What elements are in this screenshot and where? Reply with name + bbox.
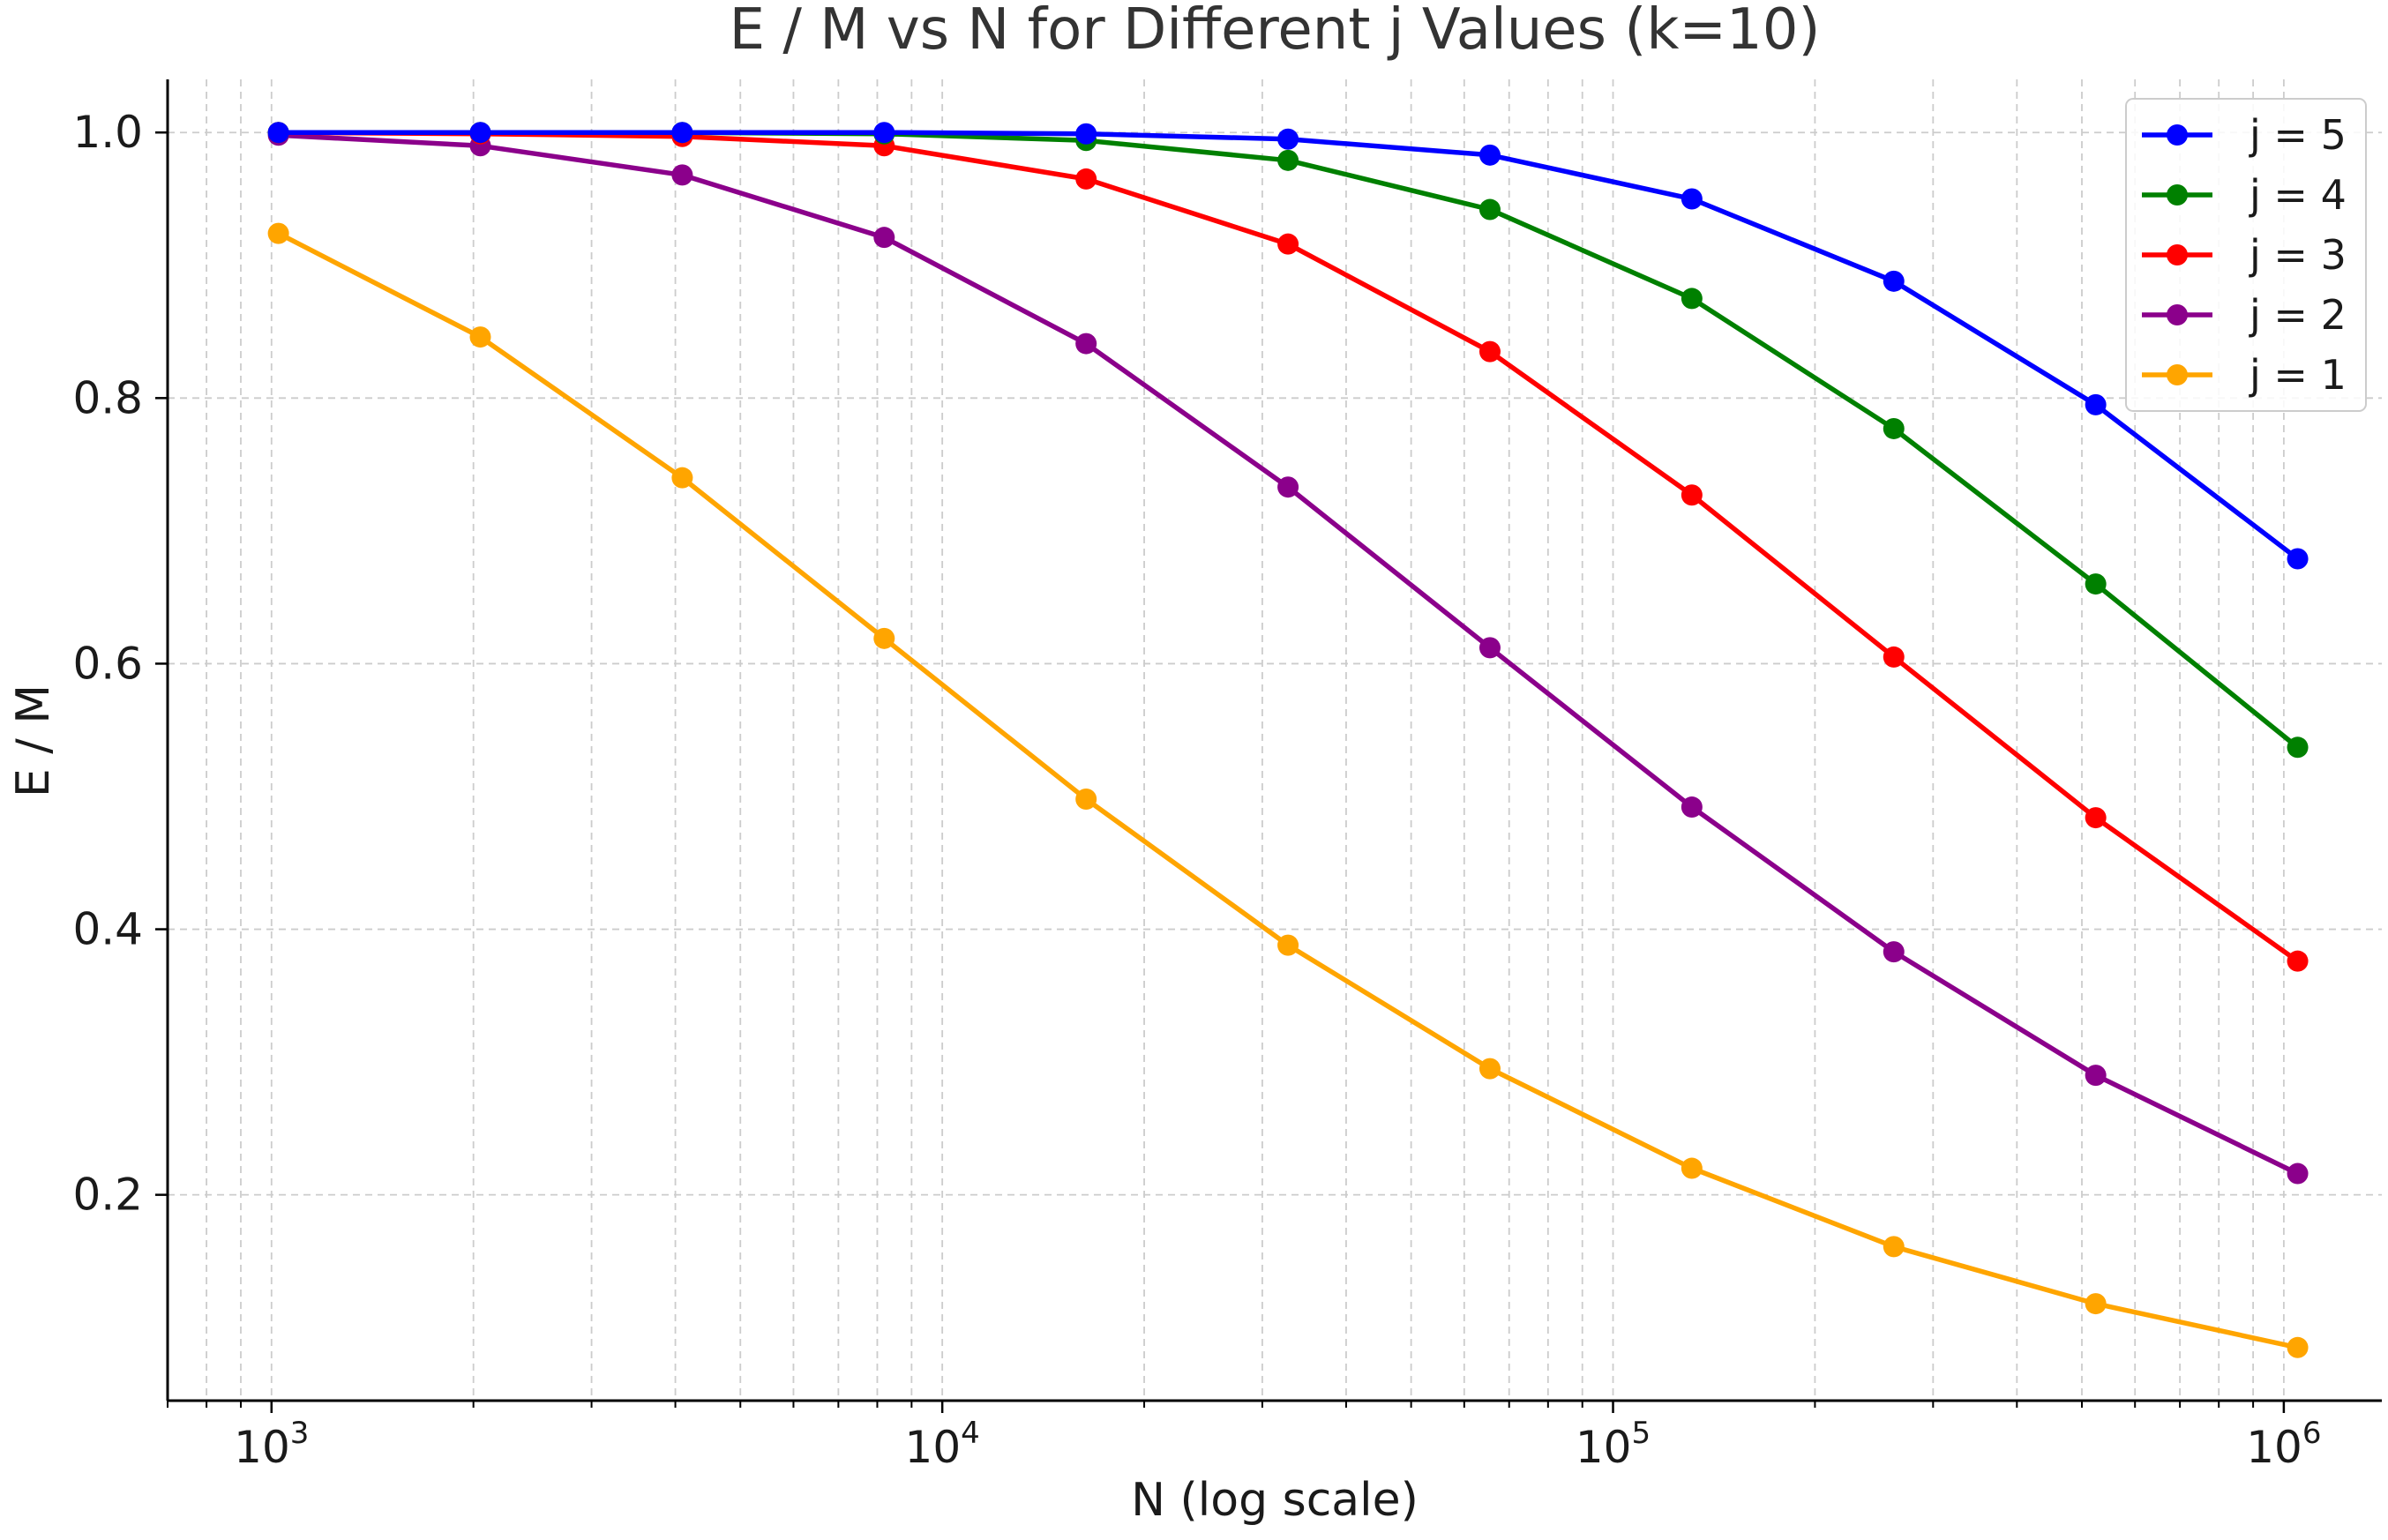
legend-swatch-marker — [2167, 364, 2188, 385]
data-point — [1478, 144, 1501, 166]
legend-label: j = 2 — [2249, 291, 2347, 339]
data-point — [2085, 807, 2107, 829]
series-line — [277, 231, 2299, 1350]
data-point — [1681, 796, 1703, 819]
data-point — [267, 122, 289, 144]
data-point — [671, 164, 693, 186]
series-line — [278, 132, 2299, 1177]
axes: 103 104 105 106 0.2 0.4 0.6 0.8 1.0 — [72, 79, 2382, 1473]
y-tick-label: 0.6 — [72, 638, 143, 689]
data-point — [1075, 123, 1097, 145]
data-point — [1277, 149, 1299, 171]
y-tick-label: 0.2 — [72, 1170, 143, 1221]
legend-swatch-marker — [2167, 184, 2188, 206]
data-point — [2287, 950, 2309, 972]
data-point — [1681, 288, 1703, 310]
data-point — [2085, 1065, 2107, 1087]
data-point — [2287, 1162, 2309, 1185]
data-point — [1883, 646, 1905, 668]
y-tick-label: 1.0 — [72, 107, 143, 158]
data-point — [469, 326, 491, 348]
data-point — [1075, 788, 1097, 810]
x-tick-label: 104 — [905, 1416, 980, 1473]
grid-lines — [167, 79, 2382, 1401]
series-line — [278, 130, 2300, 750]
y-tick-label: 0.4 — [72, 904, 143, 955]
legend-item: j = 5 — [2142, 111, 2347, 159]
data-point — [2287, 548, 2309, 570]
data-point — [1478, 1058, 1501, 1080]
data-point — [1883, 417, 1905, 439]
series-line — [278, 130, 2300, 963]
x-tick-label: 106 — [2246, 1416, 2321, 1473]
data-point — [1883, 941, 1905, 963]
x-tick-label: 103 — [234, 1416, 309, 1473]
legend-item: j = 2 — [2142, 291, 2347, 339]
data-point — [671, 122, 693, 144]
y-axis-label: E / M — [7, 684, 60, 797]
data-point — [2085, 393, 2107, 415]
data-point — [1883, 1236, 1905, 1258]
data-point — [873, 227, 895, 249]
series-j=3 — [267, 122, 2309, 972]
data-point — [671, 467, 693, 489]
data-point — [2085, 573, 2107, 595]
series-j=1 — [267, 222, 2309, 1358]
data-point — [1478, 340, 1501, 363]
series-j=2 — [267, 124, 2309, 1185]
data-point — [1478, 198, 1501, 221]
data-point — [1277, 476, 1299, 498]
legend-swatch-marker — [2167, 304, 2188, 325]
x-tick-label: 105 — [1576, 1416, 1651, 1473]
data-point — [1075, 168, 1097, 190]
data-point — [267, 222, 289, 244]
data-point — [873, 627, 895, 649]
x-axis-label: N (log scale) — [1131, 1474, 1419, 1527]
data-point — [1277, 934, 1299, 956]
legend-label: j = 5 — [2249, 111, 2347, 159]
legend-label: j = 4 — [2249, 171, 2347, 219]
series-j=5 — [267, 122, 2309, 570]
data-point — [2085, 1293, 2107, 1315]
data-point — [1075, 333, 1097, 355]
legend-item: j = 4 — [2142, 171, 2347, 219]
data-point — [2287, 736, 2309, 759]
data-point — [1681, 188, 1703, 210]
data-point — [1277, 128, 1299, 150]
legend-label: j = 3 — [2249, 231, 2347, 279]
legend-item: j = 3 — [2142, 231, 2347, 279]
legend-swatch-marker — [2167, 244, 2188, 265]
series-j=4 — [267, 122, 2309, 759]
legend-label: j = 1 — [2249, 351, 2347, 399]
chart-title: E / M vs N for Different j Values (k=10) — [730, 0, 1821, 63]
y-tick-label: 0.8 — [72, 372, 143, 423]
legend-swatch-marker — [2167, 124, 2188, 146]
data-point — [1277, 233, 1299, 255]
legend: j = 5 j = 4 j = 3 j = 2 j = 1 — [2125, 98, 2367, 412]
data-series — [267, 122, 2309, 1358]
data-point — [1883, 270, 1905, 292]
data-point — [1681, 484, 1703, 506]
data-point — [1478, 637, 1501, 659]
data-point — [2287, 1336, 2309, 1358]
legend-item: j = 1 — [2142, 351, 2347, 399]
legend-box — [2125, 98, 2367, 412]
data-point — [873, 122, 895, 144]
data-point — [469, 122, 491, 144]
data-point — [1681, 1157, 1703, 1179]
